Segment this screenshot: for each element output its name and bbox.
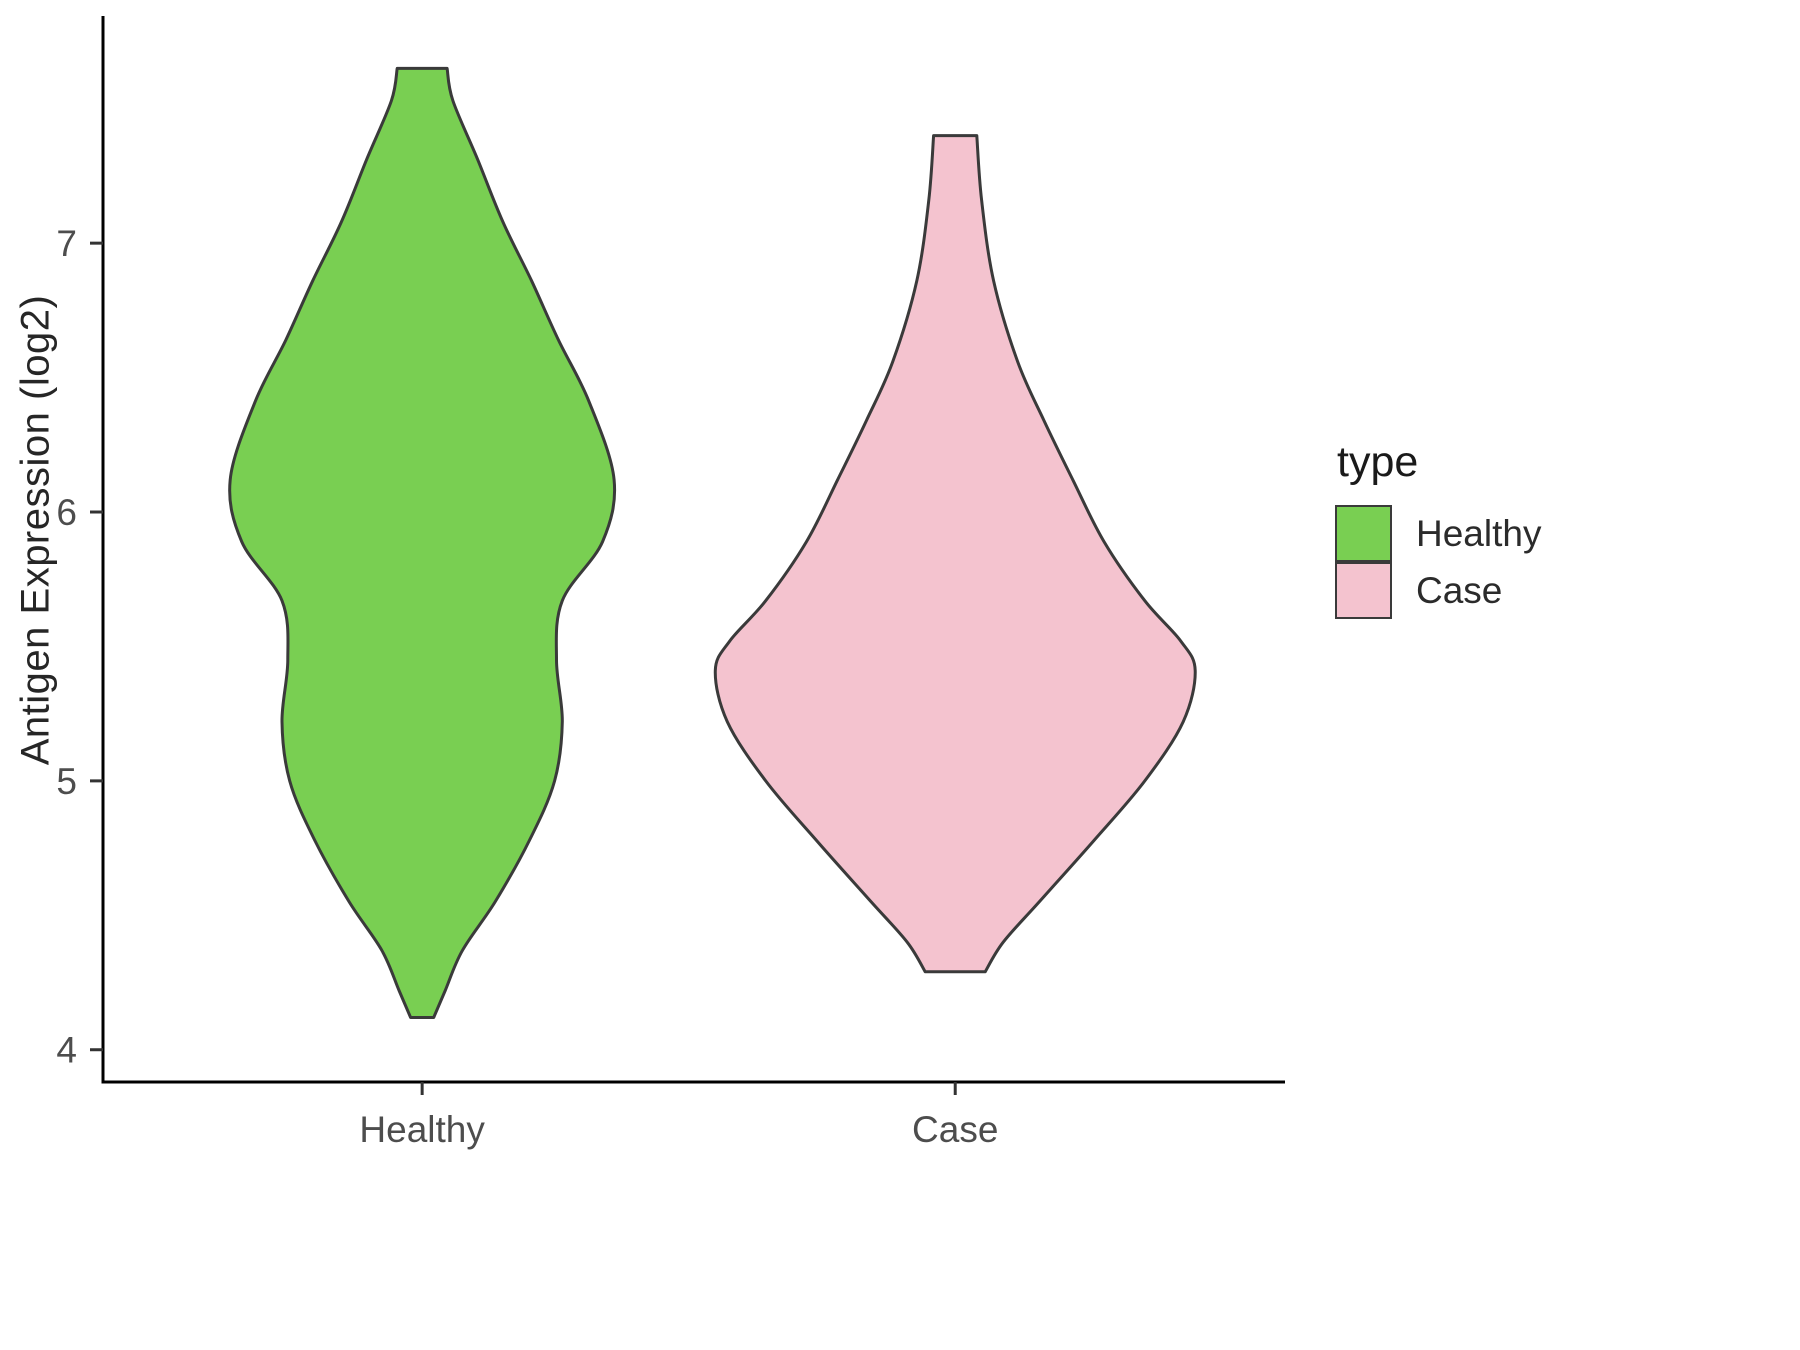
legend: type Healthy Case [1335, 438, 1541, 619]
legend-title: type [1337, 438, 1419, 486]
legend-label: Case [1416, 569, 1503, 611]
legend-swatch-case [1335, 562, 1392, 619]
legend-swatch-healthy [1335, 505, 1392, 562]
legend-entries: Healthy Case [1335, 505, 1541, 619]
legend-label: Healthy [1416, 512, 1542, 554]
y-tick-label: 5 [56, 761, 77, 802]
violin-case [713, 134, 1197, 974]
y-tick-label: 7 [56, 223, 77, 264]
y-tick-label: 4 [56, 1030, 77, 1071]
legend-entry-case: Case [1335, 562, 1541, 619]
legend-entry-healthy: Healthy [1335, 505, 1541, 562]
x-tick-label-healthy: Healthy [359, 1109, 485, 1150]
y-tick-label: 6 [56, 492, 77, 533]
violin-healthy [228, 66, 617, 1019]
x-tick-label-case: Case [912, 1109, 998, 1150]
y-axis-title: Antigen Expression (log2) [13, 294, 58, 766]
